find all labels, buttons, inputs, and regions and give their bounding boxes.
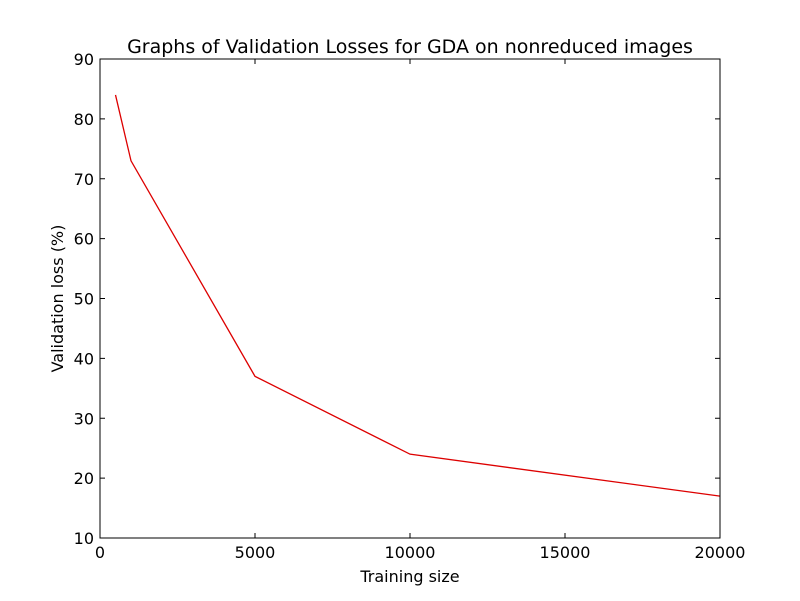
y-tick-label: 60 xyxy=(74,230,94,249)
x-tick-label: 0 xyxy=(95,543,105,562)
y-tick-label: 40 xyxy=(74,349,94,368)
y-tick-label: 70 xyxy=(74,170,94,189)
plot-frame xyxy=(100,59,720,538)
x-tick-label: 5000 xyxy=(235,543,276,562)
series-layer xyxy=(115,95,720,496)
y-tick-label: 10 xyxy=(74,529,94,548)
y-tick-label: 20 xyxy=(74,469,94,488)
series-line-0 xyxy=(116,95,721,496)
y-tick-label: 80 xyxy=(74,110,94,129)
y-tick-label: 50 xyxy=(74,290,94,309)
x-tick-label: 20000 xyxy=(695,543,746,562)
y-tick-label: 90 xyxy=(74,50,94,69)
chart-title: Graphs of Validation Losses for GDA on n… xyxy=(127,36,693,58)
x-tick-label: 10000 xyxy=(385,543,436,562)
y-tick-label: 30 xyxy=(74,409,94,428)
y-axis-label: Validation loss (%) xyxy=(48,225,67,373)
x-axis-label: Training size xyxy=(359,567,459,586)
x-tick-label: 15000 xyxy=(540,543,591,562)
ticks-layer: 0 5000 10000 15000 20000 10 20 30 40 50 60 70 80 90 xyxy=(74,50,746,562)
plot-area: 0 5000 10000 15000 20000 10 20 30 40 50 60 70 80 90 xyxy=(74,50,746,562)
